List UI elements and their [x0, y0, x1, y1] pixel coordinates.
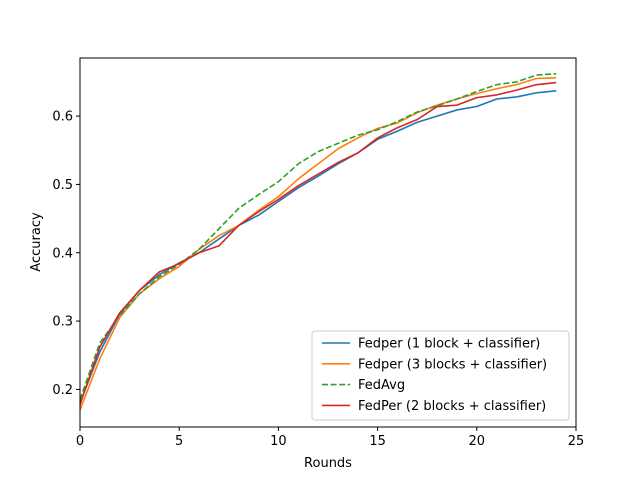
x-tick-label: 0: [76, 434, 84, 449]
legend-label-3: FedAvg: [358, 378, 405, 393]
series-lines: [79, 72, 557, 411]
x-tick-label: 20: [469, 434, 486, 449]
x-tick-label: 5: [175, 434, 183, 449]
x-tick-label: 10: [270, 434, 287, 449]
y-tick-label: 0.3: [52, 315, 73, 330]
y-tick-label: 0.2: [52, 383, 73, 398]
x-axis-label: Rounds: [304, 456, 352, 471]
series-line-1: [79, 90, 557, 404]
y-tick-label: 0.6: [52, 110, 73, 125]
series-line-3: [79, 72, 557, 400]
y-axis: 0.2 0.3 0.4 0.5 0.6: [52, 110, 80, 398]
plot-frame: [79, 57, 577, 428]
y-tick-label: 0.4: [52, 246, 73, 261]
x-tick-label: 25: [568, 434, 585, 449]
legend-box: [311, 330, 570, 421]
legend: Fedper (1 block + classifier) Fedper (3 b…: [311, 330, 570, 421]
legend-label-4: FedPer (2 blocks + classifier): [358, 399, 546, 414]
legend-label-2: Fedper (3 blocks + classifier): [358, 357, 547, 372]
y-axis-label: Accuracy: [29, 212, 44, 272]
x-tick-label: 15: [369, 434, 386, 449]
series-line-2: [79, 77, 557, 411]
y-tick-label: 0.5: [52, 178, 73, 193]
legend-label-1: Fedper (1 block + classifier): [358, 337, 540, 352]
x-axis: 0 5 10 15 20 25: [76, 427, 584, 449]
series-line-4: [79, 81, 557, 405]
